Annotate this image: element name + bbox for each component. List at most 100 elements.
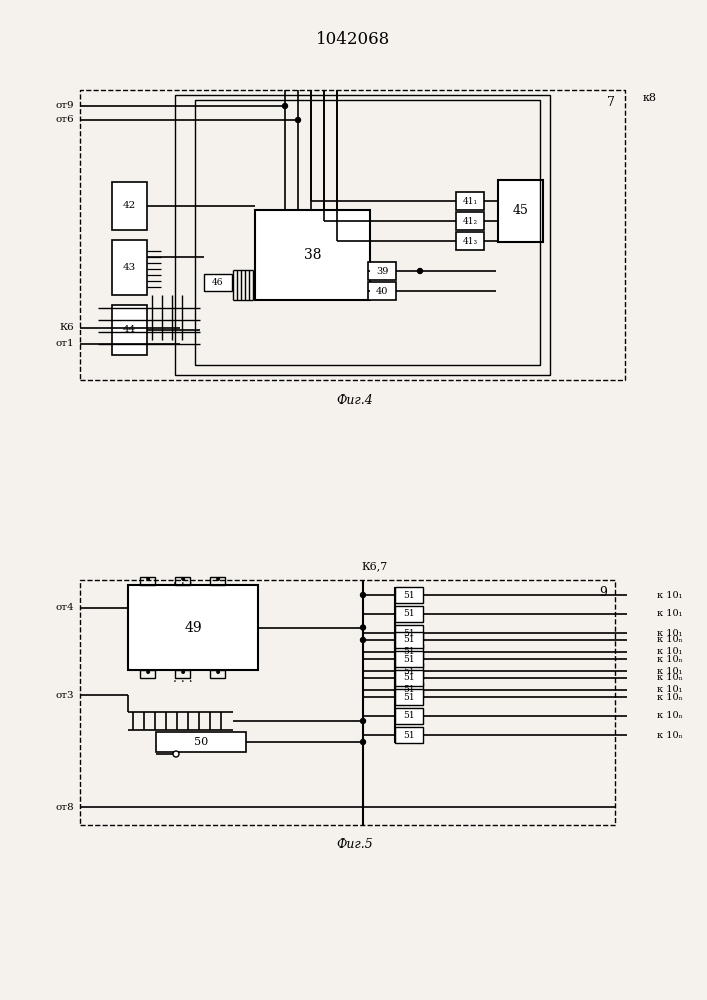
Text: Фиг.5: Фиг.5 bbox=[337, 838, 373, 852]
Circle shape bbox=[173, 751, 179, 757]
Text: К6,7: К6,7 bbox=[361, 561, 387, 571]
Text: Фиг.4: Фиг.4 bbox=[337, 393, 373, 406]
Text: К6: К6 bbox=[59, 324, 74, 332]
Bar bbox=[128, 585, 258, 670]
Text: к 10₁: к 10₁ bbox=[657, 666, 682, 676]
Bar bbox=[211, 577, 226, 585]
Text: к 10₁: к 10₁ bbox=[657, 609, 682, 618]
Text: от3: от3 bbox=[55, 690, 74, 700]
Text: к 10ₙ: к 10ₙ bbox=[657, 636, 683, 645]
Text: 45: 45 bbox=[513, 205, 528, 218]
Text: 44: 44 bbox=[123, 326, 136, 334]
Circle shape bbox=[361, 740, 366, 744]
Text: 51: 51 bbox=[403, 636, 415, 645]
Text: 51: 51 bbox=[403, 648, 415, 656]
Text: 51: 51 bbox=[403, 609, 415, 618]
Text: к8: к8 bbox=[643, 93, 657, 103]
Bar bbox=[395, 651, 423, 667]
Text: 51: 51 bbox=[403, 654, 415, 664]
Text: от8: от8 bbox=[55, 802, 74, 812]
Bar bbox=[395, 689, 423, 705]
Text: 38: 38 bbox=[304, 248, 321, 262]
Bar bbox=[175, 95, 550, 375]
Bar bbox=[395, 644, 423, 660]
Text: к 10ₙ: к 10ₙ bbox=[657, 674, 683, 682]
Text: 51: 51 bbox=[403, 674, 415, 682]
Circle shape bbox=[361, 718, 366, 724]
Text: 42: 42 bbox=[123, 202, 136, 211]
Bar bbox=[255, 210, 370, 300]
Text: 41₁: 41₁ bbox=[462, 196, 477, 206]
Bar bbox=[80, 580, 615, 825]
Circle shape bbox=[283, 104, 288, 108]
Circle shape bbox=[361, 592, 366, 597]
Bar bbox=[456, 232, 484, 250]
Text: 1042068: 1042068 bbox=[316, 31, 390, 48]
Bar bbox=[395, 632, 423, 648]
Text: 41₃: 41₃ bbox=[462, 236, 477, 245]
Text: 51: 51 bbox=[403, 692, 415, 702]
Bar bbox=[204, 274, 232, 291]
Bar bbox=[498, 180, 543, 242]
Text: 9: 9 bbox=[599, 585, 607, 598]
Bar bbox=[395, 682, 423, 698]
Bar bbox=[395, 625, 423, 641]
Text: 50: 50 bbox=[194, 737, 208, 747]
Bar bbox=[175, 577, 190, 585]
Bar bbox=[395, 708, 423, 724]
Text: к 10ₙ: к 10ₙ bbox=[657, 692, 683, 702]
Text: . . .: . . . bbox=[173, 574, 193, 587]
Bar bbox=[141, 577, 156, 585]
Bar bbox=[395, 606, 423, 622]
Bar bbox=[156, 732, 246, 752]
Text: от1: от1 bbox=[55, 340, 74, 349]
Text: 51: 51 bbox=[403, 730, 415, 740]
Text: 51: 51 bbox=[403, 686, 415, 694]
Bar bbox=[395, 727, 423, 743]
Text: 39: 39 bbox=[376, 266, 388, 275]
Bar bbox=[368, 282, 396, 300]
Bar bbox=[395, 663, 423, 679]
Text: к 10ₙ: к 10ₙ bbox=[657, 712, 683, 720]
Bar bbox=[456, 212, 484, 230]
Circle shape bbox=[361, 638, 366, 643]
Bar bbox=[456, 192, 484, 210]
Bar bbox=[175, 670, 190, 678]
Bar bbox=[395, 587, 423, 603]
Bar bbox=[112, 305, 147, 355]
Text: •: • bbox=[179, 574, 187, 588]
Text: •: • bbox=[214, 667, 222, 681]
Text: от4: от4 bbox=[55, 603, 74, 612]
Text: к 10ₙ: к 10ₙ bbox=[657, 730, 683, 740]
Text: к 10₁: к 10₁ bbox=[657, 686, 682, 694]
Bar bbox=[112, 182, 147, 230]
Circle shape bbox=[418, 268, 423, 273]
Text: 51: 51 bbox=[403, 666, 415, 676]
Bar bbox=[368, 262, 396, 280]
Text: 51: 51 bbox=[403, 712, 415, 720]
Bar bbox=[112, 240, 147, 295]
Text: 46: 46 bbox=[212, 278, 223, 287]
Text: к 10₁: к 10₁ bbox=[657, 648, 682, 656]
Text: к 10₁: к 10₁ bbox=[657, 590, 682, 599]
Text: •: • bbox=[144, 574, 152, 588]
Text: 49: 49 bbox=[185, 620, 201, 635]
Text: 51: 51 bbox=[403, 590, 415, 599]
Text: 41₂: 41₂ bbox=[462, 217, 477, 226]
Text: к 10ₙ: к 10ₙ bbox=[657, 654, 683, 664]
Text: •: • bbox=[179, 667, 187, 681]
Text: •: • bbox=[144, 667, 152, 681]
Text: от6: от6 bbox=[55, 115, 74, 124]
Text: . . .: . . . bbox=[173, 672, 193, 684]
Text: 40: 40 bbox=[376, 286, 388, 296]
Bar bbox=[195, 100, 540, 365]
Circle shape bbox=[361, 625, 366, 630]
Text: 51: 51 bbox=[403, 629, 415, 638]
Bar bbox=[80, 90, 625, 380]
Bar bbox=[211, 670, 226, 678]
Text: •: • bbox=[214, 574, 222, 588]
Text: от9: от9 bbox=[55, 102, 74, 110]
Circle shape bbox=[296, 117, 300, 122]
Bar bbox=[395, 670, 423, 686]
Text: 43: 43 bbox=[123, 263, 136, 272]
